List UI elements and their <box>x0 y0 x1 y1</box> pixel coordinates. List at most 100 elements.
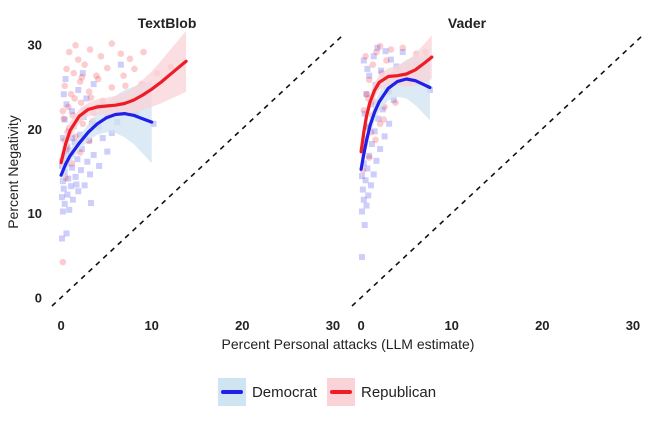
data-point-republican <box>140 48 147 56</box>
data-point-democrat <box>58 235 65 242</box>
data-point-democrat <box>150 120 157 127</box>
data-point-democrat <box>59 135 66 142</box>
y-tick-label: 30 <box>28 37 42 52</box>
data-point-democrat <box>75 87 82 93</box>
data-point-democrat <box>60 91 67 98</box>
smooth-line-democrat <box>59 112 154 177</box>
data-point-democrat <box>358 254 365 261</box>
data-point-democrat <box>365 192 372 199</box>
data-point-democrat <box>73 181 80 188</box>
data-point-democrat <box>358 208 365 215</box>
data-point-democrat <box>81 182 88 189</box>
data-point-democrat <box>390 97 397 104</box>
data-point-democrat <box>90 81 97 88</box>
data-point-republican <box>85 88 93 95</box>
panel-textblob: TextBlob 0 10 20 30 0 10 20 30 <box>28 15 343 333</box>
smooth-line-democrat <box>359 77 432 171</box>
data-point-republican <box>78 74 86 81</box>
panel-vader: Vader 0 10 20 30 <box>351 15 643 333</box>
data-point-republican <box>77 99 85 106</box>
data-point-republican <box>103 64 111 72</box>
legend-item-democrat: Democrat <box>217 378 317 406</box>
panel-title-textblob: TextBlob <box>138 15 197 31</box>
data-point-republican <box>87 94 95 101</box>
data-point-democrat <box>74 156 81 163</box>
data-point-democrat <box>60 185 67 192</box>
data-point-democrat <box>69 196 76 203</box>
data-point-democrat <box>373 157 380 164</box>
data-point-democrat <box>386 120 393 127</box>
data-point-democrat <box>86 137 93 144</box>
data-point-democrat <box>379 106 386 113</box>
data-point-democrat <box>359 186 366 193</box>
data-point-republican <box>72 41 79 49</box>
x-tick-label: 0 <box>57 318 64 333</box>
data-point-republican <box>131 65 138 73</box>
data-point-democrat <box>361 110 368 117</box>
data-point-democrat <box>362 177 369 184</box>
x-tick-label: 10 <box>444 318 458 333</box>
data-point-democrat <box>370 53 377 60</box>
data-point-republican <box>376 42 384 50</box>
data-point-democrat <box>68 135 75 142</box>
legend-item-republican: Republican <box>326 378 437 406</box>
data-point-democrat <box>71 139 78 146</box>
data-point-democrat <box>381 133 388 140</box>
data-point-republican <box>60 115 68 122</box>
data-point-democrat <box>87 200 94 207</box>
ci-band-republican <box>361 35 432 164</box>
legend-key-democrat <box>217 378 246 406</box>
data-point-republican <box>399 44 407 52</box>
x-tick-label: 30 <box>626 318 640 333</box>
data-point-republican <box>392 99 399 106</box>
data-point-democrat <box>61 116 68 123</box>
data-point-democrat <box>426 87 433 93</box>
data-point-republican <box>387 46 395 53</box>
data-point-democrat <box>77 131 84 138</box>
data-point-democrat <box>363 202 370 209</box>
data-point-democrat <box>374 44 381 51</box>
y-tick-label: 0 <box>35 291 42 306</box>
data-point-republican <box>117 50 125 58</box>
data-point-republican <box>120 72 127 79</box>
data-point-democrat <box>364 165 371 172</box>
data-point-democrat <box>96 162 103 169</box>
data-point-democrat <box>366 152 373 159</box>
data-point-democrat <box>363 91 370 98</box>
data-point-republican <box>65 48 73 56</box>
data-point-republican <box>63 65 70 73</box>
data-point-democrat <box>78 146 85 153</box>
data-point-democrat <box>366 72 373 79</box>
data-point-republican <box>97 52 105 60</box>
data-point-democrat <box>382 48 389 55</box>
data-point-republican <box>86 46 94 53</box>
legend-label-republican: Republican <box>360 383 437 401</box>
data-point-democrat <box>378 67 384 74</box>
data-point-democrat <box>78 167 84 174</box>
y-axis-title: Percent Negativity <box>5 115 21 229</box>
data-point-republican <box>365 154 373 161</box>
data-point-republican <box>376 120 384 128</box>
data-point-democrat <box>66 206 73 213</box>
data-point-democrat <box>83 95 90 102</box>
data-point-republican <box>365 76 373 84</box>
x-tick-label: 10 <box>144 318 158 333</box>
reference-line <box>351 35 643 307</box>
x-tick-label: 20 <box>235 318 249 333</box>
data-point-democrat <box>360 196 367 203</box>
chart: Percent Negativity Percent Personal atta… <box>5 15 643 352</box>
data-point-republican <box>67 90 75 98</box>
data-point-democrat <box>361 222 368 228</box>
data-point-democrat <box>84 158 91 165</box>
data-point-republican <box>79 120 87 128</box>
data-point-republican <box>122 82 129 90</box>
data-point-democrat <box>59 208 66 215</box>
data-point-democrat <box>62 76 69 83</box>
data-point-democrat <box>90 151 97 158</box>
data-point-democrat <box>72 173 79 180</box>
data-point-republican <box>70 69 78 77</box>
data-point-republican <box>93 72 100 79</box>
legend: Democrat Republican <box>0 376 654 408</box>
data-point-republican <box>362 52 369 60</box>
data-point-republican <box>363 90 370 98</box>
